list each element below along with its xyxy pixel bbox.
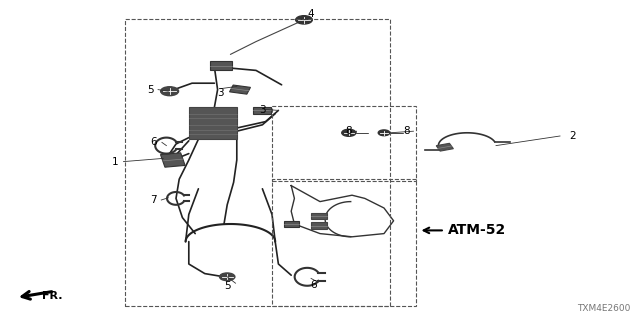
- Text: 7: 7: [150, 195, 157, 205]
- Circle shape: [161, 87, 179, 96]
- Text: 5: 5: [147, 84, 154, 95]
- Text: 1: 1: [112, 156, 118, 167]
- Text: 6: 6: [310, 280, 317, 291]
- Text: 6: 6: [150, 137, 157, 148]
- Text: 3: 3: [218, 88, 224, 98]
- Bar: [161, 153, 185, 167]
- Text: 2: 2: [570, 131, 576, 141]
- Bar: [436, 143, 453, 151]
- Circle shape: [342, 129, 356, 136]
- Text: 8: 8: [346, 126, 352, 136]
- Circle shape: [378, 130, 390, 136]
- Bar: [272, 106, 416, 181]
- Bar: [311, 213, 326, 219]
- Bar: [253, 107, 271, 114]
- Text: 3: 3: [259, 105, 266, 116]
- Text: FR.: FR.: [42, 291, 62, 301]
- Text: 5: 5: [224, 281, 230, 292]
- Bar: [189, 107, 237, 139]
- Circle shape: [296, 16, 312, 24]
- Bar: [284, 221, 299, 227]
- Bar: [125, 19, 390, 306]
- Bar: [311, 222, 326, 229]
- Circle shape: [220, 273, 235, 281]
- Text: 8: 8: [403, 126, 410, 136]
- Text: ATM-52: ATM-52: [448, 223, 506, 237]
- Text: 4: 4: [307, 9, 314, 20]
- Text: TXM4E2600: TXM4E2600: [577, 304, 630, 313]
- Bar: [230, 85, 250, 94]
- Bar: [272, 179, 416, 306]
- Bar: [209, 61, 232, 70]
